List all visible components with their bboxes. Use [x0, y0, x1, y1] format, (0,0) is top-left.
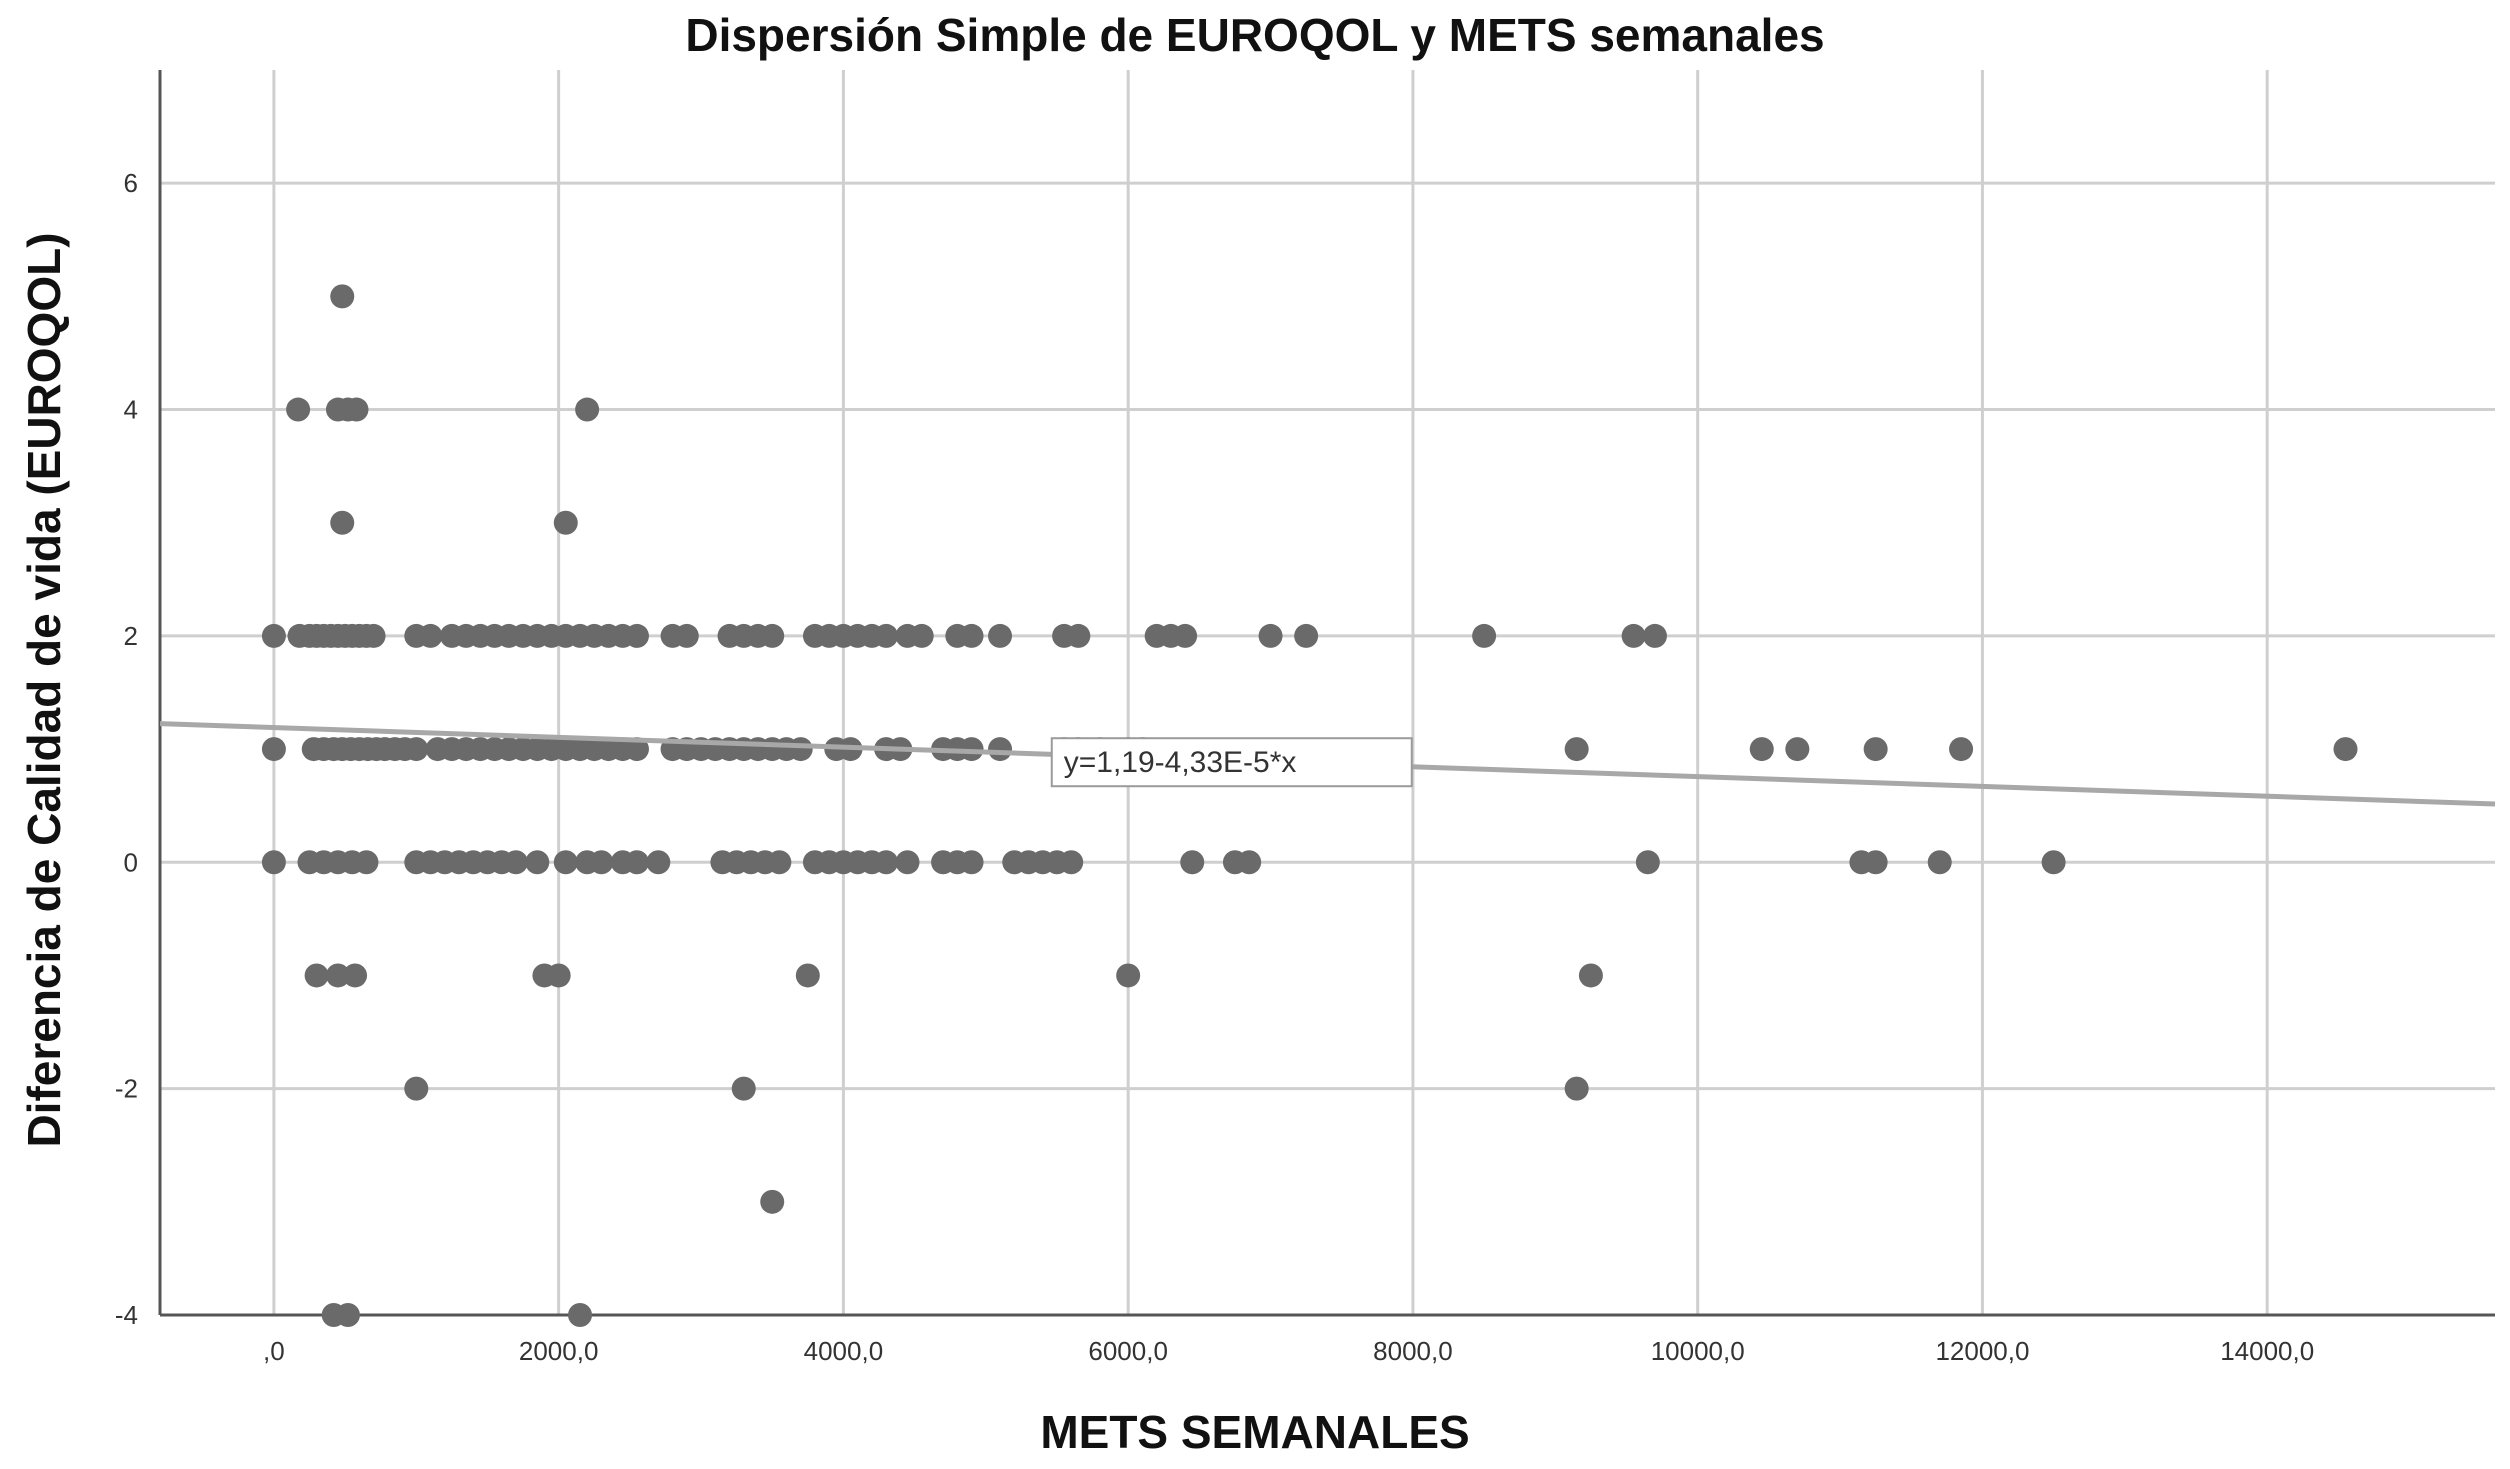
data-point: [304, 963, 329, 988]
data-point: [553, 850, 578, 875]
data-point: [335, 1303, 360, 1327]
data-point: [1173, 623, 1198, 648]
data-point: [1294, 623, 1319, 648]
data-point: [343, 963, 368, 988]
data-point: [1472, 623, 1497, 648]
y-tick-label: -2: [115, 1074, 138, 1104]
data-point: [568, 1303, 593, 1327]
data-point: [1749, 737, 1774, 762]
y-tick-label: 0: [124, 847, 138, 877]
data-point: [1116, 963, 1141, 988]
data-point: [330, 510, 355, 535]
data-point: [959, 850, 984, 875]
data-point: [2333, 737, 2358, 762]
data-point: [418, 623, 443, 648]
data-point: [354, 850, 379, 875]
data-point: [1635, 850, 1660, 875]
data-point: [575, 397, 600, 422]
x-tick-label: 10000,0: [1651, 1336, 1745, 1366]
data-point: [330, 284, 355, 309]
data-point: [1949, 737, 1974, 762]
data-point: [795, 963, 820, 988]
data-point: [988, 737, 1013, 762]
data-point: [767, 850, 792, 875]
data-point: [959, 737, 984, 762]
data-point: [988, 623, 1013, 648]
data-point: [874, 850, 899, 875]
data-point: [344, 397, 369, 422]
data-point: [674, 623, 699, 648]
data-point: [589, 850, 614, 875]
data-point: [760, 623, 785, 648]
data-point: [525, 850, 550, 875]
x-axis-label: METS SEMANALES: [1040, 1406, 1470, 1458]
data-point: [286, 397, 311, 422]
data-point: [1863, 737, 1888, 762]
y-tick-label: 2: [124, 621, 138, 651]
x-tick-label: 14000,0: [2220, 1336, 2314, 1366]
data-point: [1066, 623, 1091, 648]
fit-equation-box: [1050, 737, 1413, 788]
data-point: [788, 737, 813, 762]
data-point: [404, 737, 429, 762]
data-point: [760, 1189, 785, 1214]
data-point: [1578, 963, 1603, 988]
chart-title: Dispersión Simple de EUROQOL y METS sema…: [685, 9, 1825, 61]
data-point: [909, 623, 934, 648]
x-tick-label: 2000,0: [519, 1336, 599, 1366]
data-point: [546, 963, 571, 988]
data-point: [1564, 1076, 1589, 1101]
data-point: [624, 850, 649, 875]
data-point: [1927, 850, 1952, 875]
y-tick-label: 6: [124, 168, 138, 198]
data-point: [503, 850, 528, 875]
data-point: [261, 737, 286, 762]
data-point: [624, 737, 649, 762]
data-point: [1642, 623, 1667, 648]
data-point: [261, 850, 286, 875]
y-tick-label: 4: [124, 395, 138, 425]
data-point: [1180, 850, 1205, 875]
data-point: [325, 963, 350, 988]
x-tick-label: 12000,0: [1935, 1336, 2029, 1366]
data-point: [261, 623, 286, 648]
data-point: [1237, 850, 1262, 875]
x-tick-label: 4000,0: [804, 1336, 884, 1366]
data-point: [895, 850, 920, 875]
data-point: [404, 1076, 429, 1101]
data-point: [1564, 737, 1589, 762]
y-tick-label: -4: [115, 1300, 138, 1330]
data-point: [646, 850, 671, 875]
data-point: [874, 623, 899, 648]
x-tick-label: 6000,0: [1088, 1336, 1168, 1366]
data-point: [1621, 623, 1646, 648]
data-point: [1863, 850, 1888, 875]
data-point: [1059, 850, 1084, 875]
fit-equation-label: y=1,19-4,33E-5*x: [1064, 746, 1297, 779]
data-point: [361, 623, 386, 648]
data-point: [624, 623, 649, 648]
x-tick-label: 8000,0: [1373, 1336, 1453, 1366]
data-point: [1785, 737, 1810, 762]
data-point: [731, 1076, 756, 1101]
data-point: [553, 510, 578, 535]
x-tick-label: ,0: [263, 1336, 285, 1366]
data-point: [2041, 850, 2066, 875]
data-point: [959, 623, 984, 648]
data-point: [1258, 623, 1283, 648]
